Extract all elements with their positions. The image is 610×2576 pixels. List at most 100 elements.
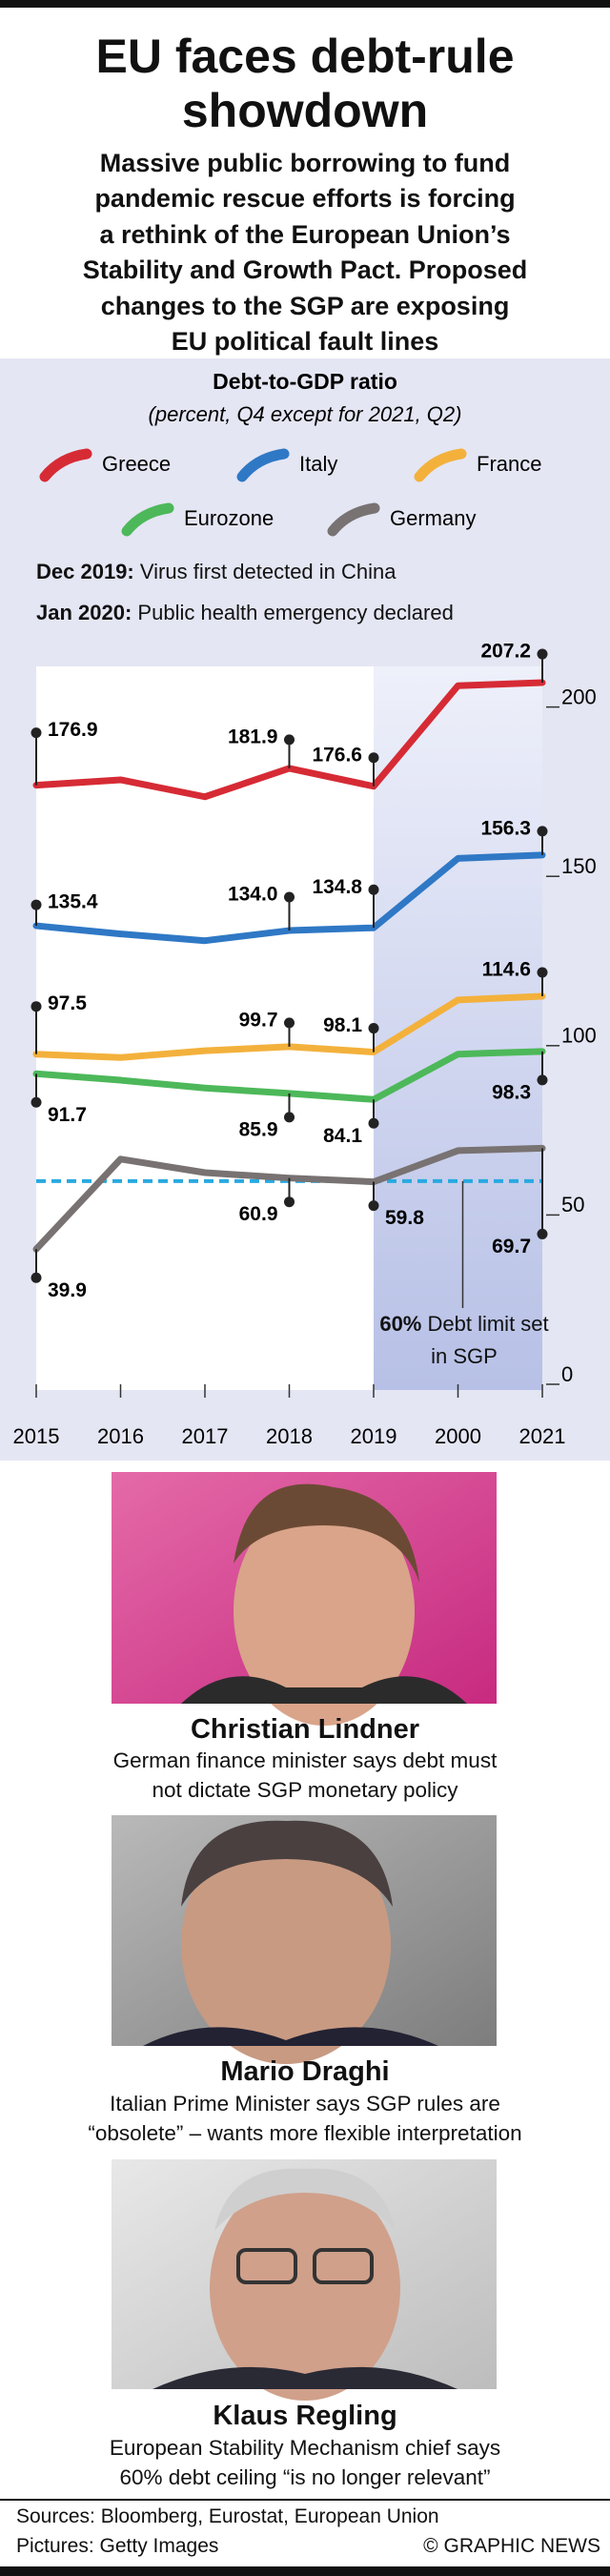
series-line bbox=[32, 1048, 546, 1103]
reference-label: 60% Debt limit set in SGP bbox=[379, 1308, 549, 1373]
series-line bbox=[32, 1144, 546, 1253]
legend-label: Germany bbox=[390, 506, 476, 530]
data-label: 69.7 bbox=[492, 1236, 531, 1257]
annotation-label: Jan 2020: bbox=[36, 601, 132, 624]
profile-caption: European Stability Mechanism chief says 6… bbox=[0, 2433, 610, 2492]
data-label: 134.0 bbox=[228, 884, 278, 906]
label-dot bbox=[284, 734, 295, 746]
x-tick-label: 2017 bbox=[182, 1424, 229, 1448]
caption-line: “obsolete” – wants more flexible interpr… bbox=[88, 2121, 522, 2145]
y-tick-label: 50 bbox=[561, 1193, 584, 1216]
subtitle: Massive public borrowing to fund pandemic… bbox=[0, 146, 610, 359]
profile-caption: German finance minister says debt must no… bbox=[0, 1746, 610, 1805]
credit: © GRAPHIC NEWS bbox=[423, 2535, 600, 2557]
y-tick-label: 200 bbox=[561, 685, 597, 708]
photo bbox=[112, 1472, 497, 1726]
label-dot bbox=[30, 1096, 42, 1108]
label-dot bbox=[368, 1200, 379, 1212]
data-label: 59.8 bbox=[385, 1207, 424, 1229]
profile-name: Christian Lindner bbox=[190, 1714, 420, 1745]
bottom-bar bbox=[0, 2566, 610, 2576]
photo bbox=[112, 2159, 497, 2401]
top-bar bbox=[0, 0, 610, 8]
label-dot bbox=[368, 884, 379, 895]
data-label: 135.4 bbox=[48, 891, 98, 913]
label-dot bbox=[537, 967, 548, 978]
subtitle-line: EU political fault lines bbox=[171, 327, 439, 357]
label-dot bbox=[284, 891, 295, 903]
sources: Sources: Bloomberg, Eurostat, European U… bbox=[16, 2505, 439, 2527]
label-dot bbox=[30, 899, 42, 910]
y-tick-label: 0 bbox=[561, 1362, 573, 1386]
photo bbox=[112, 1815, 497, 2064]
data-label: 134.8 bbox=[312, 876, 362, 898]
legend-swatch bbox=[327, 502, 380, 537]
legend-label: Italy bbox=[299, 452, 337, 476]
x-tick-label: 2015 bbox=[13, 1424, 60, 1448]
label-dot bbox=[537, 1228, 548, 1239]
data-label: 85.9 bbox=[239, 1118, 278, 1140]
series-line bbox=[32, 679, 546, 801]
data-label: 207.2 bbox=[480, 641, 531, 663]
subtitle-line: Stability and Growth Pact. Proposed bbox=[82, 256, 528, 285]
label-dot bbox=[368, 1117, 379, 1129]
data-label: 176.6 bbox=[312, 744, 362, 766]
y-tick-label: 150 bbox=[561, 854, 597, 878]
legend-swatch bbox=[236, 448, 290, 482]
x-tick-label: 2016 bbox=[97, 1424, 144, 1448]
label-dot bbox=[537, 826, 548, 837]
caption-line: European Stability Mechanism chief says bbox=[109, 2436, 501, 2460]
data-label: 97.5 bbox=[48, 992, 87, 1014]
subtitle-line: pandemic rescue efforts is forcing bbox=[94, 184, 516, 214]
reference-value: 60% bbox=[379, 1312, 422, 1336]
pictures-credit: Pictures: Getty Images bbox=[16, 2535, 219, 2557]
label-dot bbox=[537, 1074, 548, 1086]
data-label: 60.9 bbox=[239, 1203, 278, 1225]
annotation-text: Virus first detected in China bbox=[139, 560, 396, 583]
label-dot bbox=[368, 752, 379, 764]
label-dot bbox=[30, 727, 42, 739]
profile-caption: Italian Prime Minister says SGP rules ar… bbox=[0, 2089, 610, 2148]
profile-name: Mario Draghi bbox=[220, 2056, 390, 2087]
reference-text: Debt limit set in SGP bbox=[427, 1312, 549, 1368]
label-dot bbox=[368, 1023, 379, 1034]
caption-line: 60% debt ceiling “is no longer relevant” bbox=[119, 2465, 491, 2489]
legend-label: Eurozone bbox=[184, 506, 274, 530]
x-tick-label: 2019 bbox=[351, 1424, 397, 1448]
annotation: Jan 2020: Public health emergency declar… bbox=[36, 599, 484, 627]
label-dot bbox=[284, 1017, 295, 1029]
label-dot bbox=[284, 1196, 295, 1208]
caption-line: Italian Prime Minister says SGP rules ar… bbox=[110, 2092, 500, 2116]
x-tick-label: 2021 bbox=[519, 1424, 566, 1448]
profile-name: Klaus Regling bbox=[213, 2401, 397, 2431]
data-label: 114.6 bbox=[482, 959, 531, 981]
legend-label: France bbox=[477, 452, 541, 476]
data-label: 91.7 bbox=[48, 1104, 87, 1126]
label-dot bbox=[537, 648, 548, 660]
legend-swatch bbox=[121, 502, 174, 537]
annotation-label: Dec 2019: bbox=[36, 560, 134, 583]
title: EU faces debt-rule showdown bbox=[95, 30, 515, 137]
data-label: 84.1 bbox=[323, 1125, 362, 1147]
legend-label: Greece bbox=[102, 452, 171, 476]
x-tick-label: 2018 bbox=[266, 1424, 313, 1448]
data-label: 98.1 bbox=[323, 1014, 362, 1036]
data-label: 39.9 bbox=[48, 1279, 87, 1301]
chart-title: Debt-to-GDP ratio bbox=[213, 369, 397, 394]
chart-subtitle: (percent, Q4 except for 2021, Q2) bbox=[149, 402, 462, 426]
annotation-text: Public health emergency declared bbox=[137, 601, 454, 624]
subtitle-line: changes to the SGP are exposing bbox=[100, 291, 510, 320]
label-dot bbox=[30, 1001, 42, 1012]
label-dot bbox=[30, 1272, 42, 1283]
annotation: Dec 2019: Virus first detected in China bbox=[36, 558, 484, 586]
label-dot bbox=[284, 1112, 295, 1123]
caption-line: German finance minister says debt must bbox=[112, 1748, 498, 1772]
x-tick-label: 2000 bbox=[435, 1424, 481, 1448]
data-label: 98.3 bbox=[492, 1081, 531, 1103]
data-label: 99.7 bbox=[239, 1009, 278, 1031]
series-line bbox=[32, 992, 546, 1061]
highlight-region bbox=[374, 666, 542, 1390]
legend-swatch bbox=[414, 448, 467, 482]
